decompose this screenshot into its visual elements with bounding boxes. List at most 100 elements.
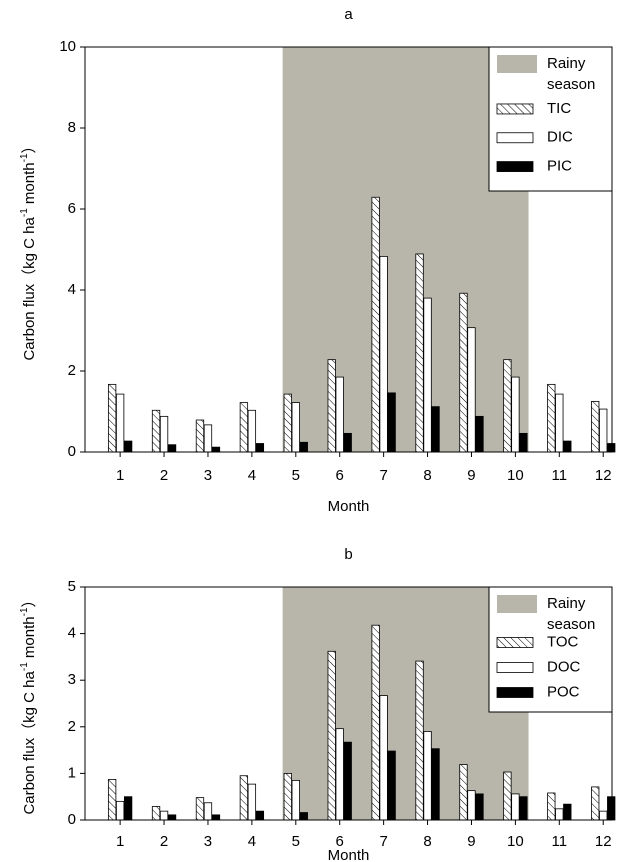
bar	[327, 359, 336, 453]
y-tick-label: 4	[68, 625, 76, 642]
bar	[195, 419, 205, 453]
legend-swatch	[497, 55, 537, 73]
bar	[475, 793, 484, 821]
y-label-part: -1	[19, 208, 30, 217]
bar	[115, 800, 125, 821]
x-tick-label: 7	[379, 467, 387, 484]
legend-label: DOC	[547, 658, 581, 675]
bar	[547, 383, 556, 453]
bar	[591, 400, 600, 453]
legend-label: PIC	[547, 158, 572, 175]
plot-frame	[84, 46, 613, 453]
y-label-part: ）	[21, 138, 38, 153]
y-axis-label: Carbon flux（kg C ha-1 month-1）	[19, 592, 38, 814]
legend-swatch	[496, 161, 534, 172]
bar	[123, 796, 133, 821]
bar	[247, 783, 257, 821]
x-tick-label: 6	[336, 833, 344, 850]
bar	[387, 392, 396, 453]
y-label-part: Carbon flux（kg C ha	[21, 670, 38, 814]
bar	[387, 750, 396, 821]
bar	[415, 660, 424, 821]
y-tick-label: 2	[68, 718, 76, 735]
y-label-part: month	[21, 162, 38, 208]
x-tick-label: 9	[467, 833, 475, 850]
x-tick-label: 10	[507, 467, 524, 484]
y-label-part: -1	[19, 153, 30, 162]
bar	[283, 773, 292, 821]
x-tick-label: 5	[292, 467, 300, 484]
bar	[599, 408, 608, 453]
bar	[379, 695, 388, 821]
bar	[327, 650, 336, 821]
bar	[423, 297, 432, 453]
bar	[255, 443, 265, 453]
y-tick-label: 2	[68, 362, 76, 379]
bar	[195, 797, 205, 821]
bar	[343, 432, 352, 453]
y-label-part: -1	[19, 662, 30, 671]
bar	[599, 810, 608, 821]
chart-title: a	[344, 6, 353, 23]
x-axis-label: Month	[328, 498, 370, 515]
x-tick-label: 11	[552, 833, 568, 850]
bar	[459, 764, 468, 821]
legend-label-line: Rainy	[547, 595, 590, 612]
y-tick-label: 3	[68, 671, 76, 688]
bar	[291, 779, 300, 821]
x-tick-label: 10	[507, 833, 524, 850]
y-tick-label: 1	[68, 764, 76, 781]
y-label-part: month	[21, 616, 38, 662]
x-tick-label: 1	[116, 833, 124, 850]
bar	[123, 440, 133, 453]
bar	[299, 441, 308, 453]
y-tick-label: 4	[68, 281, 76, 298]
bar	[115, 393, 125, 453]
x-tick-label: 4	[248, 833, 256, 850]
bar	[335, 376, 344, 453]
legend-swatch	[496, 637, 534, 648]
x-tick-label: 4	[248, 467, 256, 484]
legend-label: Rainy season	[547, 55, 595, 93]
bar	[431, 748, 440, 821]
x-tick-label: 9	[467, 467, 475, 484]
bar	[607, 443, 616, 453]
x-tick-label: 12	[595, 467, 612, 484]
bar	[239, 402, 249, 453]
y-tick-label: 10	[59, 38, 76, 55]
bar	[547, 792, 556, 821]
x-tick-label: 1	[116, 467, 124, 484]
x-tick-label: 3	[204, 833, 212, 850]
x-tick-label: 7	[379, 833, 387, 850]
x-tick-label: 8	[423, 467, 431, 484]
y-axis-label: Carbon flux（kg C ha-1 month-1）	[19, 138, 38, 360]
legend-label-line: Rainy	[547, 55, 590, 72]
x-tick-label: 2	[160, 467, 168, 484]
x-tick-label: 8	[423, 833, 431, 850]
y-tick-label: 0	[68, 811, 76, 828]
legend-label-line: season	[547, 76, 595, 93]
bar	[283, 393, 292, 453]
bar	[519, 432, 528, 453]
bar	[255, 810, 265, 821]
bar	[203, 424, 213, 453]
bar	[563, 803, 572, 821]
bar	[555, 808, 564, 821]
legend-label: TIC	[547, 100, 571, 117]
bar	[371, 624, 380, 821]
x-tick-label: 12	[595, 833, 612, 850]
bar	[519, 796, 528, 821]
legend-swatch	[496, 687, 534, 698]
bar	[247, 409, 257, 453]
legend-swatch	[496, 662, 534, 673]
bar	[291, 402, 300, 453]
bar	[431, 406, 440, 453]
bar	[151, 806, 161, 821]
bar	[159, 415, 169, 453]
y-tick-label: 0	[68, 443, 76, 460]
bar	[415, 253, 424, 453]
legend-label: TOC	[547, 633, 579, 650]
bar	[503, 771, 512, 821]
y-tick-label: 5	[68, 578, 76, 595]
